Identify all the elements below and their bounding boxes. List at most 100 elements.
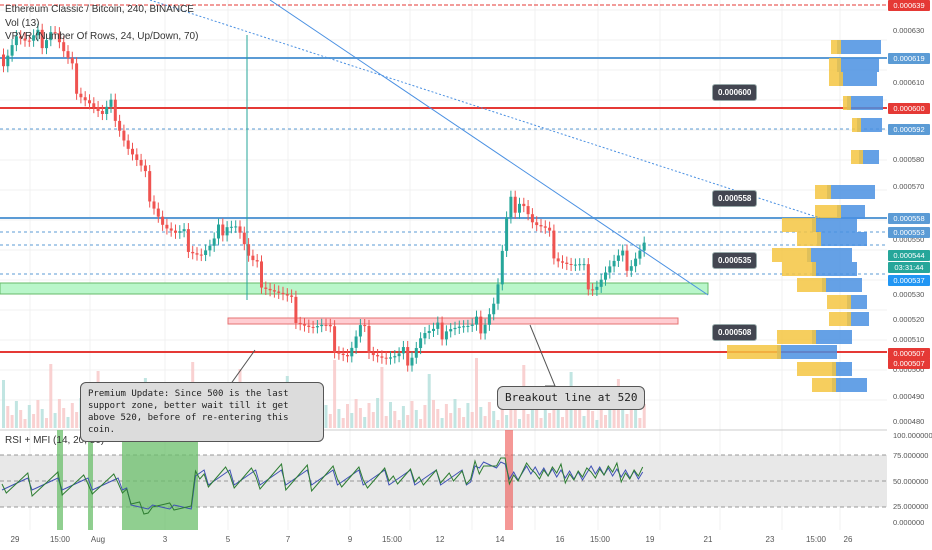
- candle-body: [294, 296, 298, 323]
- premium-update-callout[interactable]: Premium Update: Since 500 is the last su…: [80, 382, 324, 442]
- candle-body: [423, 333, 427, 339]
- premium-callout-pointer: [210, 349, 256, 386]
- candle-body: [23, 38, 27, 41]
- volume-bar: [363, 417, 367, 428]
- candle-body: [122, 130, 126, 141]
- vpvr-bar-up: [812, 262, 857, 276]
- candle-body: [19, 36, 23, 39]
- candle-body: [440, 322, 444, 340]
- volume-bar: [457, 408, 461, 428]
- price-box-558[interactable]: 0.000558: [712, 190, 758, 207]
- volume-bar: [444, 404, 448, 428]
- candle-body: [634, 258, 638, 267]
- volume-bar: [419, 419, 423, 428]
- candle-body: [518, 203, 521, 213]
- volume-bar: [324, 405, 328, 428]
- time-tick-label: 3: [162, 535, 168, 544]
- vpvr-bar-down: [831, 40, 841, 54]
- volume-bar: [393, 411, 397, 428]
- vpvr-bar-up: [857, 118, 882, 132]
- vpvr-bar-up: [812, 330, 852, 344]
- volume-bar: [453, 399, 457, 428]
- price-box-508[interactable]: 0.000508: [712, 324, 758, 341]
- volume-bar: [548, 413, 552, 428]
- candle-body: [36, 29, 40, 36]
- vpvr-bar-up: [847, 96, 883, 110]
- candle-body: [552, 230, 556, 259]
- volume-bar: [14, 401, 18, 428]
- volume-bar: [462, 417, 466, 428]
- volume-bar: [440, 418, 444, 428]
- volume-bar: [612, 410, 616, 428]
- candle-body: [100, 110, 104, 114]
- candle-body: [535, 222, 539, 226]
- candle-body: [358, 325, 362, 337]
- time-tick-label: 23: [765, 535, 775, 544]
- price-tick-label: 0.000500: [893, 365, 925, 374]
- candle-body: [543, 226, 547, 228]
- price-tag: 03:31:44: [888, 262, 930, 273]
- volume-bar: [496, 420, 500, 428]
- candle-body: [92, 103, 96, 108]
- candle-body: [449, 329, 453, 332]
- candle-body: [328, 324, 332, 327]
- vpvr-indicator-label[interactable]: VPVR (Number Of Rows, 24, Up/Down, 70): [5, 31, 199, 42]
- volume-bar: [337, 409, 341, 428]
- rsi-indicator-label[interactable]: RSI + MFI (14, 20, 80): [5, 435, 105, 446]
- candle-body: [165, 224, 169, 229]
- mfi-oversold-highlight: [122, 430, 198, 530]
- price-tick-label: 0.000610: [893, 78, 925, 87]
- support-zone: [0, 282, 709, 295]
- candle-body: [625, 250, 629, 271]
- candle-body: [470, 324, 474, 326]
- price-tick-label: 0.000630: [893, 26, 925, 35]
- price-tick-label: 0.000570: [893, 182, 925, 191]
- candle-body: [229, 226, 233, 228]
- candle-body: [337, 352, 341, 354]
- volume-bar: [565, 403, 569, 428]
- rsi-tick-label: 0.000000: [893, 518, 925, 527]
- candle-body: [268, 288, 272, 291]
- volume-indicator-label[interactable]: Vol (13): [5, 18, 40, 29]
- price-tag: 0.000600: [888, 103, 930, 114]
- vpvr-bar-up: [807, 248, 852, 262]
- candle-body: [195, 253, 199, 255]
- candle-body: [105, 106, 109, 114]
- volume-bar: [449, 413, 453, 428]
- volume-bar: [354, 399, 358, 428]
- volume-bar: [629, 400, 633, 428]
- volume-bar: [341, 418, 345, 428]
- candle-body: [526, 206, 530, 215]
- price-box-600[interactable]: 0.000600: [712, 84, 758, 101]
- candle-body: [247, 244, 251, 256]
- volume-bar: [578, 407, 582, 428]
- candle-body: [182, 229, 186, 232]
- volume-bar: [49, 364, 53, 428]
- candle-body: [341, 353, 345, 356]
- price-tick-label: 0.000520: [893, 315, 925, 324]
- volume-bar: [53, 413, 57, 428]
- volume-bar: [539, 418, 543, 428]
- time-tick-label: 15:00: [381, 535, 403, 544]
- volume-bar: [556, 408, 560, 428]
- price-box-535[interactable]: 0.000535: [712, 252, 758, 269]
- volume-bar: [552, 399, 556, 428]
- candle-body: [569, 263, 573, 265]
- vpvr-bar-down: [777, 330, 816, 344]
- candle-body: [505, 217, 509, 251]
- candle-body: [285, 294, 289, 296]
- candle-body: [204, 250, 208, 255]
- candle-body: [234, 226, 238, 228]
- vpvr-bar-down: [782, 262, 816, 276]
- candle-body: [178, 231, 182, 233]
- time-tick-label: Aug: [90, 535, 106, 544]
- candle-body: [582, 264, 586, 266]
- candle-body: [621, 250, 625, 256]
- breakout-callout[interactable]: Breakout line at 520: [497, 386, 646, 410]
- candle-body: [406, 347, 410, 366]
- mfi-oversold-highlight: [88, 430, 93, 530]
- candle-body: [221, 224, 225, 236]
- rsi-tick-label: 100.000000: [893, 431, 932, 440]
- candle-body: [561, 261, 564, 263]
